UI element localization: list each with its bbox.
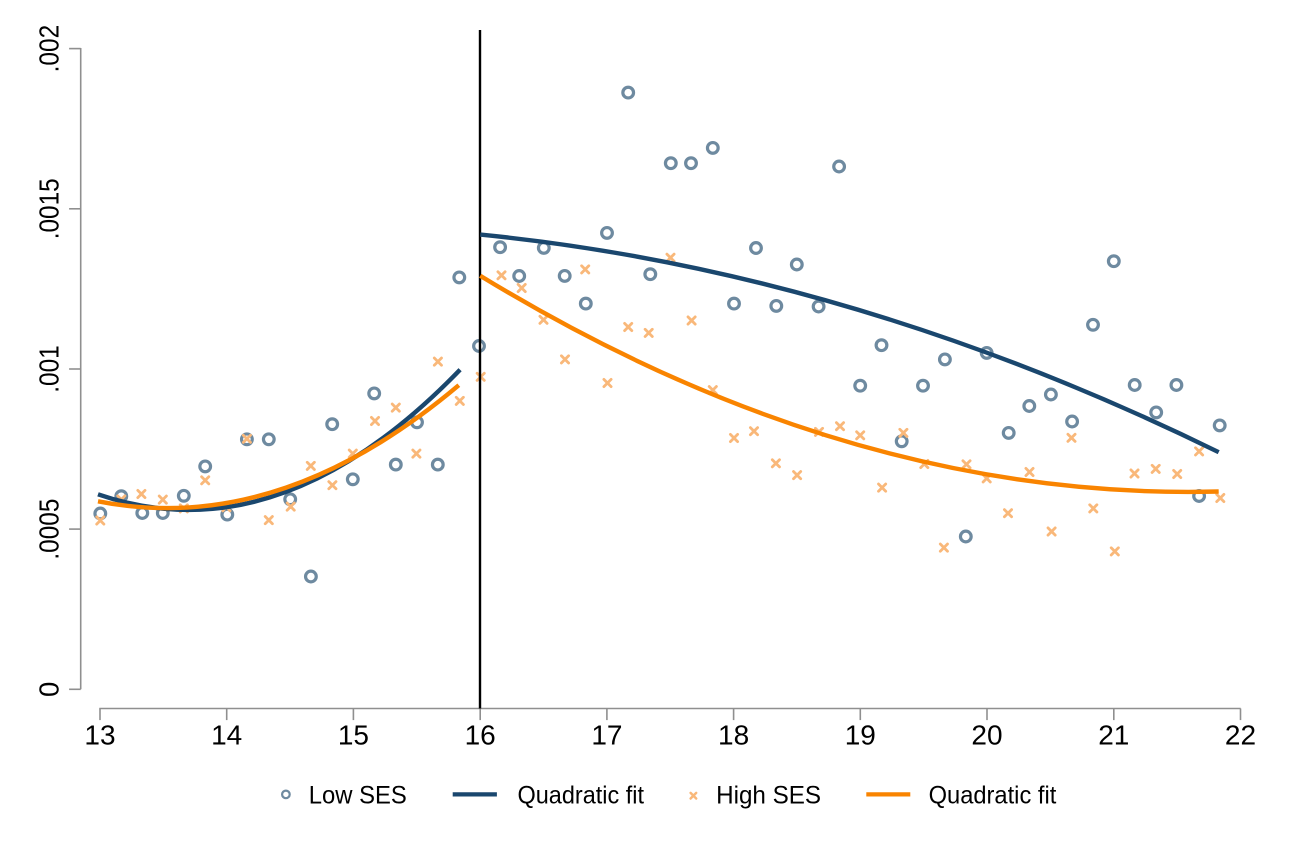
svg-text:19: 19 xyxy=(845,720,876,751)
svg-text:13: 13 xyxy=(84,720,115,751)
svg-text:.002: .002 xyxy=(33,25,64,73)
svg-text:14: 14 xyxy=(211,720,242,751)
svg-text:Quadratic fit: Quadratic fit xyxy=(518,782,645,810)
svg-text:21: 21 xyxy=(1098,720,1129,751)
svg-text:High SES: High SES xyxy=(716,782,821,810)
svg-text:.001: .001 xyxy=(33,345,64,393)
svg-text:15: 15 xyxy=(338,720,369,751)
svg-text:20: 20 xyxy=(971,720,1002,751)
svg-text:16: 16 xyxy=(465,720,496,751)
svg-text:22: 22 xyxy=(1225,720,1256,751)
svg-text:Quadratic fit: Quadratic fit xyxy=(929,782,1057,810)
svg-text:.0015: .0015 xyxy=(33,178,64,239)
svg-text:Low SES: Low SES xyxy=(309,782,407,810)
svg-text:.0005: .0005 xyxy=(33,499,64,560)
svg-text:0: 0 xyxy=(33,682,64,697)
svg-text:17: 17 xyxy=(591,720,622,751)
svg-text:18: 18 xyxy=(718,720,749,751)
